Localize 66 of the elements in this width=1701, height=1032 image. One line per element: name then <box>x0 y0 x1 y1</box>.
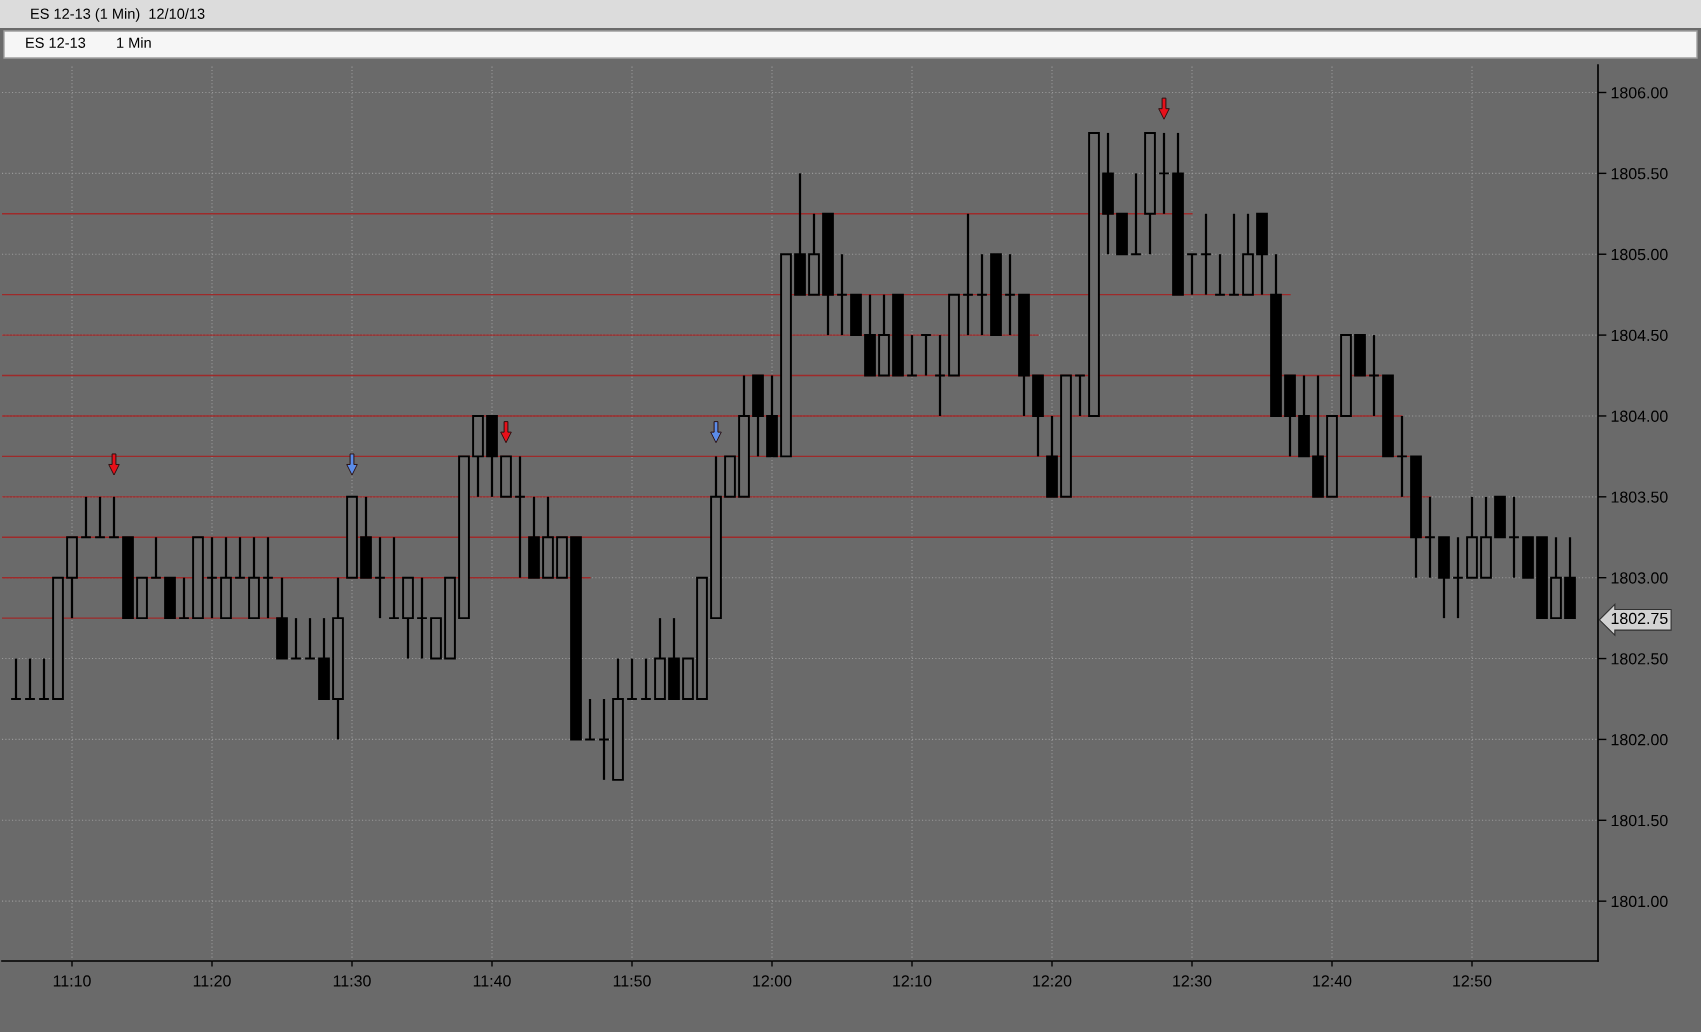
y-tick-label: 1803.00 <box>1611 572 1668 584</box>
candlestick <box>626 657 638 701</box>
candlestick <box>1074 374 1086 418</box>
x-tick-label: 11:30 <box>333 975 371 987</box>
candlestick <box>1368 333 1380 418</box>
candlestick <box>1396 414 1408 498</box>
y-tick-label: 1805.50 <box>1611 168 1668 180</box>
candlestick <box>1214 253 1226 296</box>
candlestick <box>598 697 610 781</box>
candlestick <box>1424 495 1436 579</box>
x-tick-label: 12:30 <box>1173 975 1212 987</box>
y-tick-label: 1801.00 <box>1611 895 1668 908</box>
candlestick <box>1452 536 1464 620</box>
y-tick-label: 1804.50 <box>1611 329 1668 342</box>
x-tick-label: 12:40 <box>1313 975 1352 987</box>
y-tick-label: 1802.50 <box>1611 653 1668 665</box>
candlestick <box>388 536 400 620</box>
candlestick <box>150 536 162 579</box>
y-tick-label: 1802.75 <box>1611 612 1668 625</box>
candlestick <box>108 495 120 539</box>
candlestick <box>514 455 526 579</box>
candlestick <box>1158 131 1170 215</box>
candlestick <box>976 253 988 337</box>
x-tick-label: 12:50 <box>1453 975 1492 987</box>
candlestick <box>836 253 848 337</box>
candlestick <box>920 333 932 377</box>
x-tick-label: 11:20 <box>193 975 231 987</box>
y-tick-label: 1803.50 <box>1611 491 1668 503</box>
candlestick <box>304 617 316 660</box>
candlestick <box>234 536 246 579</box>
candlestick <box>206 536 218 620</box>
candlestick <box>1186 253 1198 296</box>
chart-title: ES 12-13 (1 Min) 12/10/13 <box>31 8 205 22</box>
candlestick <box>584 697 596 741</box>
y-tick-label: 1802.00 <box>1611 734 1668 746</box>
candlestick <box>906 333 918 377</box>
candlestick <box>416 576 428 660</box>
candlestick <box>290 617 302 660</box>
candlestick <box>374 536 386 620</box>
candlestick <box>1200 212 1212 296</box>
candlestick <box>962 212 974 337</box>
candlestick <box>262 536 274 620</box>
x-tick-label: 11:40 <box>473 975 511 987</box>
y-tick-label: 1804.00 <box>1611 410 1668 422</box>
text: 1 Min <box>117 37 151 48</box>
y-tick-label: 1805.00 <box>1611 248 1668 261</box>
candlestick <box>934 333 946 418</box>
y-tick-label: 1801.50 <box>1611 814 1668 827</box>
candlestick <box>94 495 106 539</box>
x-tick-label: 12:10 <box>893 975 932 987</box>
candlestick <box>1130 172 1142 256</box>
candlestick <box>178 576 190 620</box>
candlestick <box>80 495 92 539</box>
candlestick <box>1228 212 1240 296</box>
candlestick <box>10 657 22 701</box>
x-tick-label: 11:10 <box>53 975 91 987</box>
candlestick <box>1508 495 1520 579</box>
candlestick <box>640 657 652 701</box>
x-tick-label: 11:50 <box>613 975 651 987</box>
text: ES 12-13 <box>26 37 86 48</box>
y-tick-label: 1806.00 <box>1611 87 1668 99</box>
x-tick-label: 12:00 <box>753 975 792 987</box>
x-tick-label: 12:20 <box>1033 975 1072 987</box>
candlestick <box>1004 253 1016 337</box>
candlestick <box>38 657 50 701</box>
candlestick <box>24 657 36 701</box>
